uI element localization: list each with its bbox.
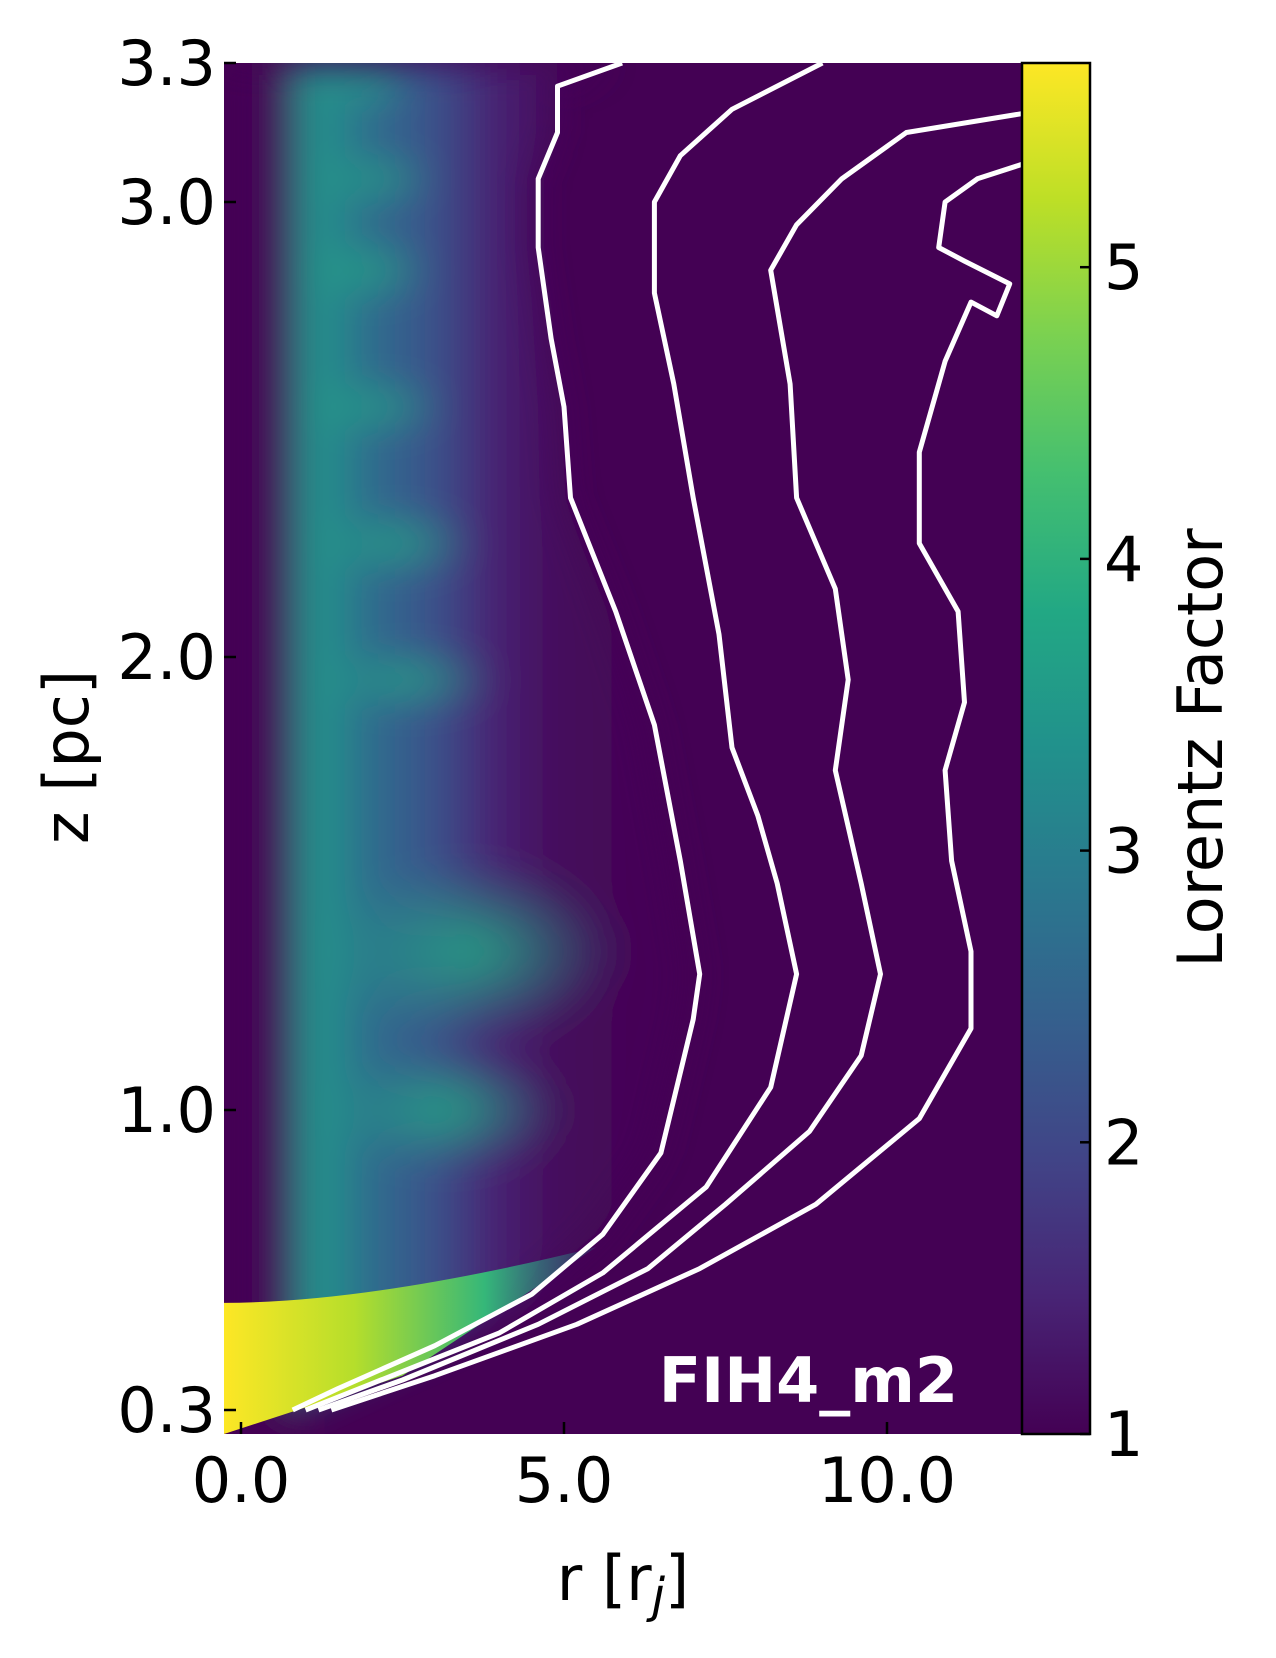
colorbar-tick-label: 1 <box>1104 1398 1143 1471</box>
x-tick-label: 10.0 <box>818 1444 956 1517</box>
x-axis-ticks: 0.0 5.0 10.0 <box>192 1422 956 1517</box>
y-tick-label: 0.3 <box>117 1374 216 1447</box>
jet-knot-highlight <box>306 380 447 433</box>
contour-line-3 <box>317 111 1022 1413</box>
y-tick-label: 1.0 <box>117 1074 216 1147</box>
y-axis-title: z [pc] <box>30 670 103 844</box>
x-axis-title-close: ] <box>665 1542 689 1615</box>
contour-line-1 <box>291 63 703 1413</box>
jet-knot-highlight <box>323 861 624 1042</box>
x-axis-title-main: r [r <box>557 1542 652 1615</box>
jet-knot-highlight <box>327 1050 568 1170</box>
jet-knot-highlight <box>318 649 499 710</box>
x-axis-title: r [rj] <box>557 1542 689 1624</box>
colorbar-ticks: 1 2 3 4 5 <box>1080 231 1143 1471</box>
y-tick-label: 3.0 <box>117 166 216 239</box>
x-tick-label: 5.0 <box>515 1444 614 1517</box>
colorbar-tick-label: 2 <box>1104 1106 1143 1179</box>
colorbar-tick-label: 4 <box>1104 523 1143 596</box>
jet-knot-highlight <box>310 240 431 301</box>
contour-lines <box>291 63 1022 1413</box>
colorbar <box>1020 61 1092 1436</box>
contour-line-2 <box>304 63 824 1413</box>
x-tick-label: 0.0 <box>192 1444 291 1517</box>
y-tick-label: 2.0 <box>117 621 216 694</box>
jet-knot-highlight <box>316 154 437 203</box>
heatmap-shading <box>224 63 692 1434</box>
colorbar-tick-label: 5 <box>1104 231 1143 304</box>
jet-knot-highlight <box>316 511 477 576</box>
contour-line-4 <box>330 161 1022 1413</box>
plot-area <box>224 63 1022 1434</box>
panel-label: FIH4_m2 <box>659 1344 958 1417</box>
colorbar-tick-label: 3 <box>1104 815 1143 888</box>
jet-axis-dark-strip <box>224 63 294 1434</box>
jet-nozzle-region <box>224 1247 597 1434</box>
y-tick-label: 3.3 <box>117 27 216 100</box>
y-axis-ticks: 0.3 1.0 2.0 3.0 3.3 <box>117 27 236 1447</box>
colorbar-title: Lorentz Factor <box>1164 528 1237 968</box>
jet-knot-highlight <box>330 66 411 107</box>
